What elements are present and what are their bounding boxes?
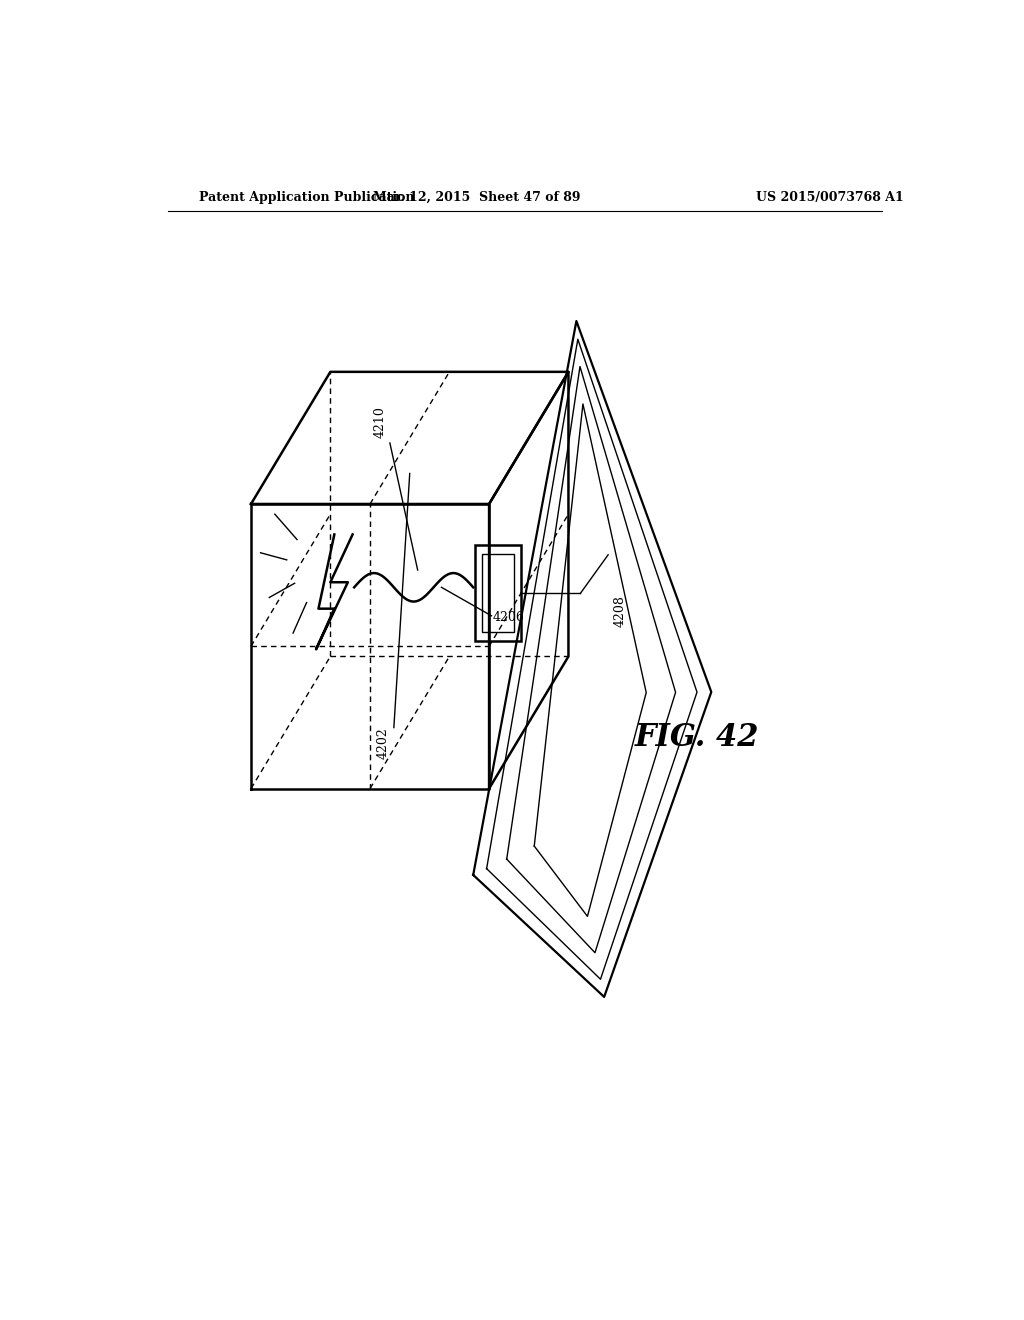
Text: 4208: 4208 [613, 595, 627, 627]
Text: Patent Application Publication: Patent Application Publication [200, 190, 415, 203]
Text: Mar. 12, 2015  Sheet 47 of 89: Mar. 12, 2015 Sheet 47 of 89 [374, 190, 581, 203]
Text: 4202: 4202 [377, 727, 390, 759]
Bar [482, 554, 514, 632]
Text: 4210: 4210 [374, 407, 387, 438]
Bar [475, 545, 521, 642]
Text: 4206: 4206 [494, 611, 525, 624]
Text: FIG. 42: FIG. 42 [634, 722, 759, 754]
Text: US 2015/0073768 A1: US 2015/0073768 A1 [757, 190, 904, 203]
